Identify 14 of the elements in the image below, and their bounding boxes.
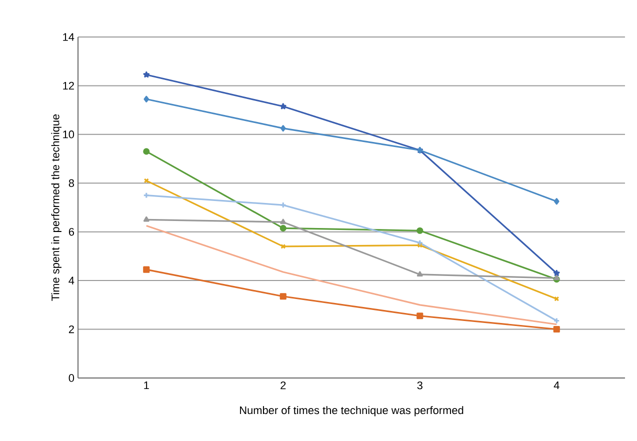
- x-tick-label: 1: [144, 382, 149, 390]
- y-axis-title: Time spent in performed the technique: [51, 114, 62, 301]
- y-tick-label: 2: [68, 325, 74, 334]
- x-axis-title: Number of times the technique was performed: [240, 406, 464, 416]
- y-tick-label: 12: [63, 82, 74, 90]
- y-tick-label: 8: [68, 179, 74, 188]
- y-tick-label: 4: [68, 276, 74, 284]
- y-tick-label: 0: [68, 374, 74, 382]
- x-tick-label: 4: [554, 382, 560, 390]
- y-tick-label: 14: [63, 33, 74, 41]
- x-tick-label: 2: [280, 382, 286, 390]
- y-tick-label: 6: [68, 228, 74, 236]
- y-tick-label: 10: [63, 130, 74, 138]
- x-tick-label: 3: [417, 382, 422, 390]
